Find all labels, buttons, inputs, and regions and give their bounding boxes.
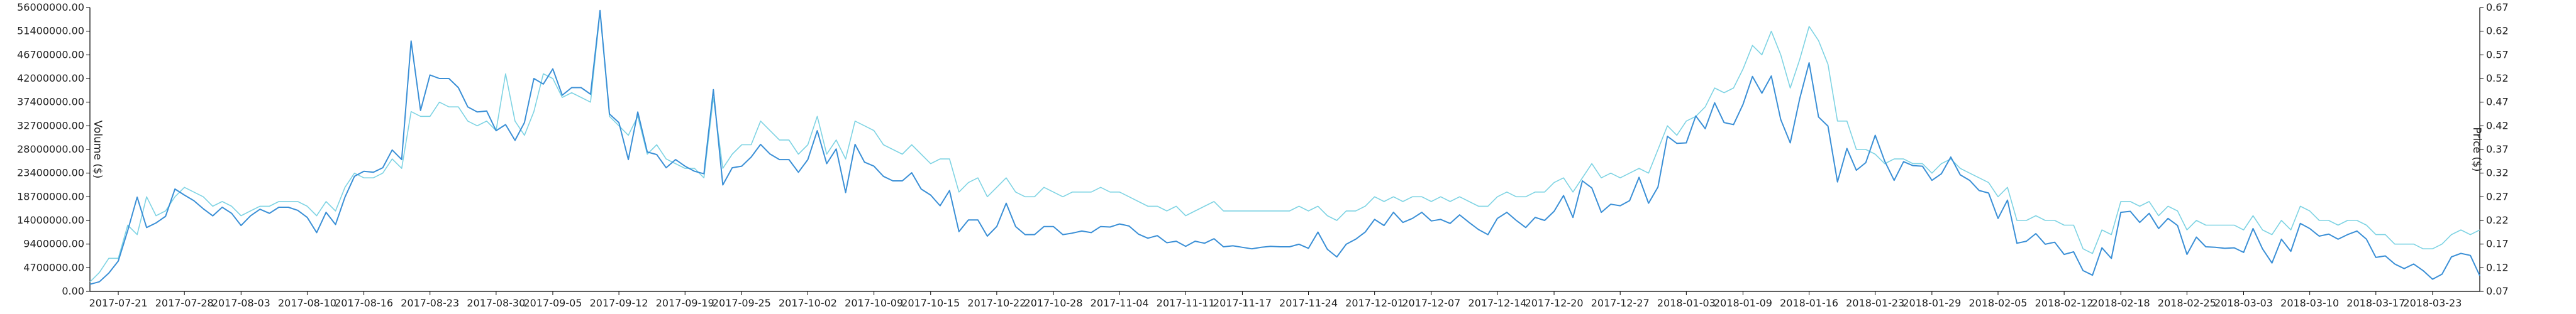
y-right-tick-label: 0.22 bbox=[2486, 214, 2509, 226]
x-tick-label: 2017-11-11 bbox=[1157, 297, 1215, 309]
y-right-tick-label: 0.17 bbox=[2486, 238, 2509, 250]
x-tick-label: 2018-02-25 bbox=[2158, 297, 2216, 309]
y-right-tick-label: 0.37 bbox=[2486, 143, 2509, 155]
x-tick-label: 2017-08-30 bbox=[467, 297, 525, 309]
x-tick-label: 2017-11-04 bbox=[1091, 297, 1149, 309]
y-left-tick-label: 18700000.00 bbox=[17, 190, 84, 202]
x-tick-label: 2017-11-17 bbox=[1213, 297, 1272, 309]
x-tick-label: 2017-12-27 bbox=[1591, 297, 1650, 309]
y-right-tick-label: 0.62 bbox=[2486, 25, 2509, 37]
x-tick-label: 2017-12-07 bbox=[1402, 297, 1460, 309]
x-tick-label: 2017-10-28 bbox=[1024, 297, 1083, 309]
series-line-right-axis bbox=[89, 11, 2480, 283]
x-tick-label: 2018-01-09 bbox=[1714, 297, 1772, 309]
y-left-tick-label: 42000000.00 bbox=[17, 72, 84, 84]
y-left-tick-label: 56000000.00 bbox=[17, 1, 84, 13]
y-right-tick-label: 0.07 bbox=[2486, 285, 2509, 297]
x-tick-label: 2018-03-23 bbox=[2403, 297, 2462, 309]
y-left-tick-label: 46700000.00 bbox=[17, 48, 84, 60]
y-left-tick-label: 0.00 bbox=[62, 285, 84, 297]
x-tick-label: 2018-02-18 bbox=[2092, 297, 2150, 309]
y-left-tick-label: 37400000.00 bbox=[17, 96, 84, 108]
y-right-tick-label: 0.42 bbox=[2486, 119, 2509, 131]
x-tick-label: 2017-12-14 bbox=[1468, 297, 1526, 309]
x-tick-label: 2018-01-29 bbox=[1902, 297, 1961, 309]
x-tick-label: 2017-09-12 bbox=[590, 297, 648, 309]
y-right-tick-label: 0.52 bbox=[2486, 72, 2509, 84]
x-tick-label: 2018-03-10 bbox=[2280, 297, 2339, 309]
x-tick-label: 2017-10-15 bbox=[901, 297, 960, 309]
y-left-tick-label: 32700000.00 bbox=[17, 119, 84, 131]
y-left-tick-label: 9400000.00 bbox=[23, 238, 84, 250]
x-tick-label: 2017-12-20 bbox=[1525, 297, 1584, 309]
y-right-tick-label: 0.12 bbox=[2486, 261, 2509, 273]
y-left-tick-label: 4700000.00 bbox=[23, 261, 84, 273]
x-tick-label: 2017-09-05 bbox=[523, 297, 582, 309]
y-right-tick-label: 0.67 bbox=[2486, 1, 2509, 13]
y-left-tick-label: 28000000.00 bbox=[17, 143, 84, 155]
y-left-tick-label: 23400000.00 bbox=[17, 167, 84, 179]
x-tick-label: 2017-09-19 bbox=[656, 297, 714, 309]
x-tick-label: 2017-08-03 bbox=[212, 297, 270, 309]
x-tick-label: 2017-09-25 bbox=[713, 297, 771, 309]
x-tick-label: 2017-08-10 bbox=[278, 297, 336, 309]
x-tick-label: 2017-07-21 bbox=[89, 297, 148, 309]
y-right-tick-label: 0.27 bbox=[2486, 190, 2509, 202]
x-tick-label: 2017-07-28 bbox=[155, 297, 214, 309]
y-right-tick-label: 0.32 bbox=[2486, 167, 2509, 179]
x-tick-label: 2017-12-01 bbox=[1345, 297, 1404, 309]
x-tick-label: 2018-03-17 bbox=[2346, 297, 2405, 309]
y-left-tick-label: 51400000.00 bbox=[17, 25, 84, 37]
x-tick-label: 2017-08-16 bbox=[335, 297, 393, 309]
x-tick-label: 2017-08-23 bbox=[401, 297, 459, 309]
x-tick-label: 2017-11-24 bbox=[1279, 297, 1338, 309]
y-axis-right-title: Price ($) bbox=[2470, 127, 2483, 172]
y-axis-left-title: Volume ($) bbox=[91, 121, 104, 179]
chart-axes bbox=[89, 8, 2480, 292]
x-tick-label: 2018-02-12 bbox=[2035, 297, 2094, 309]
x-tick-label: 2018-01-16 bbox=[1780, 297, 1838, 309]
y-right-tick-label: 0.57 bbox=[2486, 48, 2509, 60]
series-lines bbox=[89, 9, 2480, 285]
y-right-tick-label: 0.47 bbox=[2486, 96, 2509, 108]
x-tick-label: 2017-10-02 bbox=[779, 297, 837, 309]
y-axis-right-ticks: 0.07 0.12 0.17 0.22 0.27 0.32 0.37 0.42 0.47 0.52… bbox=[2480, 1, 2509, 297]
x-tick-label: 2018-03-03 bbox=[2214, 297, 2273, 309]
x-tick-label: 2018-01-03 bbox=[1657, 297, 1716, 309]
y-left-tick-label: 14000000.00 bbox=[17, 214, 84, 226]
series-line-left-axis bbox=[89, 9, 2480, 285]
y-axis-left-ticks: 0.00 4700000.00 9400000.00 14000000.00 18700… bbox=[17, 1, 90, 297]
x-tick-label: 2017-10-22 bbox=[967, 297, 1026, 309]
x-tick-label: 2018-01-23 bbox=[1846, 297, 1904, 309]
x-tick-label: 2018-02-05 bbox=[1969, 297, 2028, 309]
x-tick-label: 2017-10-09 bbox=[845, 297, 903, 309]
